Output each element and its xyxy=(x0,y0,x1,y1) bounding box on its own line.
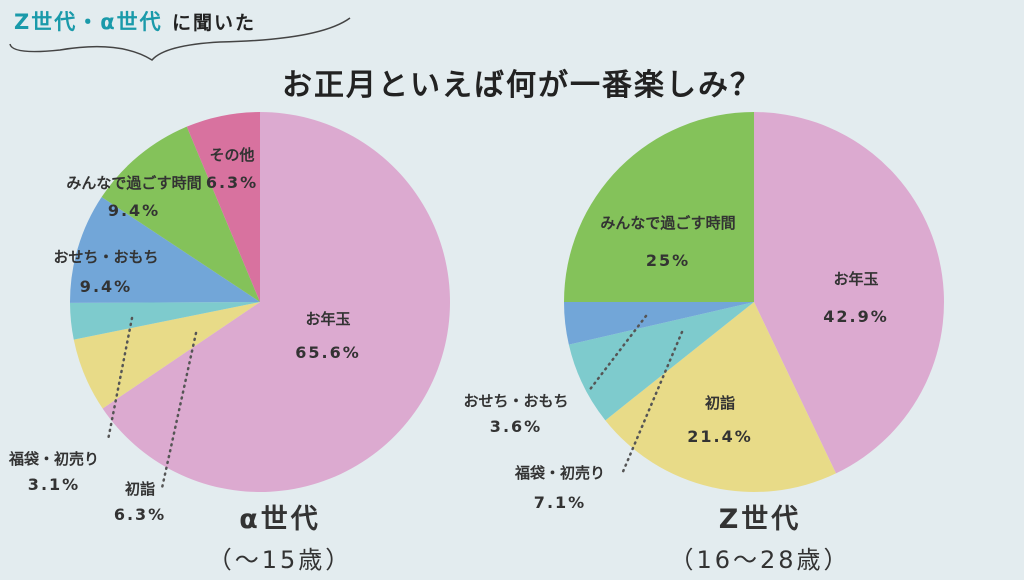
pie-slice xyxy=(754,112,944,474)
pie-slice xyxy=(186,112,260,302)
header-tag: Z世代・α世代 に聞いた xyxy=(14,6,256,36)
label-alpha-minna: みんなで過ごす時間 9.4% xyxy=(66,174,202,220)
pie-slice xyxy=(69,197,260,303)
pie-slice xyxy=(70,302,260,340)
label-alpha-other: その他 6.3% xyxy=(205,146,259,192)
brace-decoration xyxy=(9,17,351,61)
label-z-minna: みんなで過ごす時間 25% xyxy=(600,214,736,270)
label-alpha-osechi: おせち・おもち 9.4% xyxy=(53,248,159,296)
title-z: Z世代 （16〜28歳） xyxy=(669,504,851,574)
pie-slice xyxy=(73,302,260,409)
leader-alpha-fukubukuro xyxy=(106,316,134,442)
leader-alpha-hatsumode xyxy=(160,331,198,490)
label-z-fukubukuro: 福袋・初売り 7.1% xyxy=(514,464,606,512)
label-alpha-fukubukuro: 福袋・初売り 3.1% xyxy=(8,450,100,494)
label-z-osechi: おせち・おもち 3.6% xyxy=(463,392,569,436)
header-rest: に聞いた xyxy=(171,12,256,34)
pie-alpha xyxy=(69,112,450,492)
label-z-otoshidama: お年玉 42.9% xyxy=(823,270,889,326)
pie-slice xyxy=(605,302,836,493)
label-z-hatsumode: 初詣 21.4% xyxy=(687,394,753,446)
leader-lines xyxy=(106,314,684,490)
header-highlight: Z世代・α世代 xyxy=(14,10,163,34)
pie-slice xyxy=(568,302,754,421)
leader-z-fukubukuro xyxy=(620,330,684,476)
pie-slice xyxy=(102,112,450,492)
title-alpha: α世代 （〜15歳） xyxy=(207,504,353,574)
label-alpha-otoshidama: お年玉 65.6% xyxy=(295,310,361,362)
pie-slice xyxy=(564,112,754,302)
pie-z xyxy=(564,112,944,493)
pie-slice xyxy=(564,302,754,345)
label-alpha-hatsumode: 初詣 6.3% xyxy=(113,480,167,524)
chart-title: お正月といえば何が一番楽しみ？ xyxy=(282,68,762,103)
leader-z-osechi xyxy=(586,314,648,394)
pie-slice xyxy=(101,126,260,302)
